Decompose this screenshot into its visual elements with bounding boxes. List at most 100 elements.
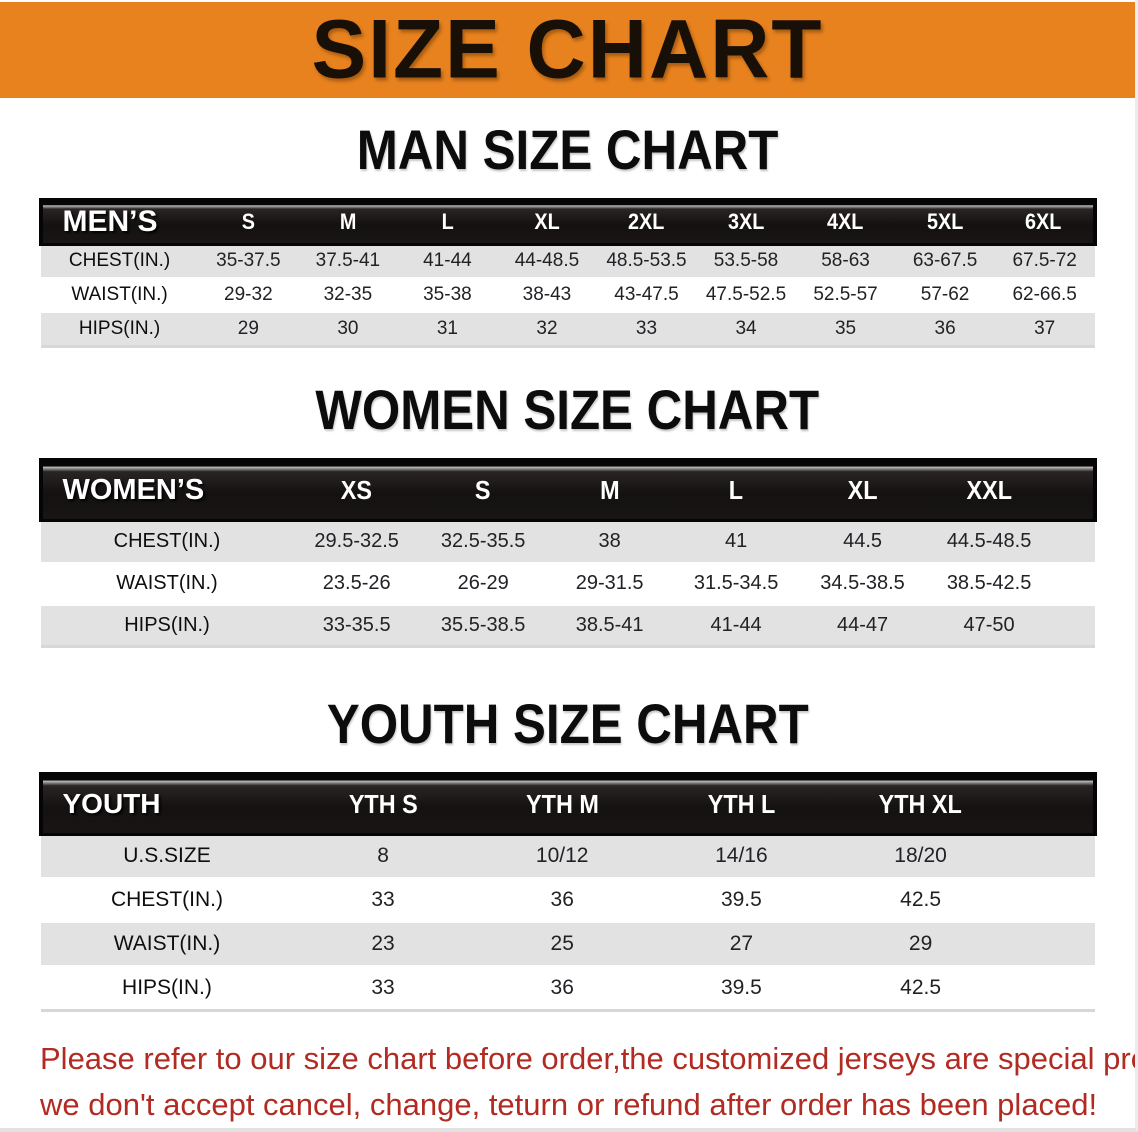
measurement-row: WAIST(IN.) 29-32 32-35 35-38 38-43 43-47.5 47.…: [40, 278, 1095, 313]
men-section-title: MAN SIZE CHART: [356, 118, 779, 181]
youth-size-table: YOUTH YTH S YTH M YTH L YTH XL U.S.SIZE 8 10/1…: [38, 772, 1097, 1012]
disclaimer: Please refer to our size chart before or…: [40, 1036, 1135, 1128]
size-value: 8: [293, 832, 473, 879]
size-value: 36: [472, 878, 652, 923]
size-value: 31: [397, 312, 498, 348]
spacer-cell: [1052, 519, 1095, 564]
size-value: 38-43: [497, 278, 597, 313]
men-size-table: MEN’S S M L XL 2XL 3XL 4XL 5XL 6XL CHEST(IN.) 35-3…: [38, 198, 1097, 348]
size-value: 14/16: [651, 832, 831, 879]
size-value: 35-38: [397, 278, 498, 313]
measurement-row: HIPS(IN.) 33-35.5 35.5-38.5 38.5-41 41-44 44-…: [40, 604, 1095, 648]
women-size-table: WOMEN’S XS S M L XL XXL CHEST(IN.) 29.5-32.5 32.…: [38, 457, 1097, 648]
size-column-header: 2XL: [596, 198, 697, 246]
row-label: CHEST(IN.): [40, 242, 199, 279]
size-value: 31.5-34.5: [672, 562, 800, 606]
row-label: HIPS(IN.): [40, 966, 294, 1012]
size-value: 44-48.5: [497, 242, 597, 279]
spacer-cell: [1052, 457, 1097, 522]
size-column-header: 4XL: [795, 198, 896, 246]
youth-size-section: YOUTH SIZE CHART YOUTH YTH S YTH M YTH L YTH…: [0, 692, 1135, 1012]
size-column-header: M: [546, 457, 673, 522]
size-value: 32-35: [298, 278, 398, 313]
size-value: 34.5-38.5: [799, 562, 926, 606]
youth-table-header-row: YOUTH YTH S YTH M YTH L YTH XL: [38, 772, 1097, 836]
spacer-cell: [1010, 922, 1095, 967]
size-value: 52.5-57: [795, 278, 896, 313]
size-value: 47.5-52.5: [696, 278, 796, 313]
disclaimer-line-1: Please refer to our size chart before or…: [40, 1040, 1138, 1076]
size-value: 41: [672, 519, 800, 564]
banner-title: SIZE CHART: [311, 3, 824, 96]
women-section-title: WOMEN SIZE CHART: [315, 377, 820, 441]
size-value: 33-35.5: [293, 604, 420, 648]
size-value: 10/12: [472, 832, 652, 879]
size-value: 38: [546, 519, 673, 564]
size-column-header: L: [397, 198, 498, 246]
size-column-header: YTH L: [651, 772, 831, 836]
table-corner-label: YOUTH: [38, 772, 294, 836]
size-value: 38.5-41: [546, 604, 673, 648]
size-value: 32: [497, 312, 597, 348]
size-column-header: XL: [497, 198, 597, 246]
size-column-header: M: [298, 198, 398, 246]
spacer-cell: [1052, 562, 1095, 606]
youth-section-title: YOUTH SIZE CHART: [326, 692, 809, 755]
size-value: 41-44: [672, 604, 800, 648]
measurement-row: HIPS(IN.) 29 30 31 32 33 34 35 36 37: [40, 312, 1095, 348]
size-column-header: YTH XL: [830, 772, 1011, 836]
measurement-row: CHEST(IN.) 35-37.5 37.5-41 41-44 44-48.5 48.5…: [40, 242, 1095, 279]
size-value: 62-66.5: [994, 278, 1095, 313]
size-value: 39.5: [651, 878, 831, 923]
size-value: 44-47: [799, 604, 926, 648]
men-section-heading: MAN SIZE CHART: [0, 118, 1135, 181]
size-value: 35.5-38.5: [419, 604, 547, 648]
size-value: 33: [293, 878, 473, 923]
size-value: 57-62: [895, 278, 995, 313]
spacer-cell: [1010, 772, 1097, 836]
measurement-row: WAIST(IN.) 23 25 27 29: [40, 922, 1095, 967]
banner: SIZE CHART: [0, 2, 1135, 98]
size-value: 43-47.5: [596, 278, 697, 313]
measurement-row: CHEST(IN.) 33 36 39.5 42.5: [40, 878, 1095, 923]
size-value: 29.5-32.5: [293, 519, 420, 564]
size-value: 37.5-41: [298, 242, 398, 279]
women-section-heading: WOMEN SIZE CHART: [0, 377, 1135, 441]
table-corner-label: WOMEN’S: [38, 457, 294, 522]
size-value: 39.5: [651, 966, 831, 1012]
size-value: 33: [293, 966, 473, 1012]
size-value: 30: [298, 312, 398, 348]
size-value: 38.5-42.5: [925, 562, 1053, 606]
row-label: HIPS(IN.): [40, 312, 199, 348]
size-column-header: 5XL: [895, 198, 995, 246]
size-value: 23.5-26: [293, 562, 420, 606]
spacer-cell: [1052, 604, 1095, 648]
size-column-header: 3XL: [696, 198, 796, 246]
spacer-cell: [1010, 966, 1095, 1012]
row-label: WAIST(IN.): [40, 922, 294, 967]
row-label: CHEST(IN.): [40, 519, 294, 564]
row-label: CHEST(IN.): [40, 878, 294, 923]
size-value: 29-31.5: [546, 562, 673, 606]
size-value: 26-29: [419, 562, 547, 606]
size-value: 34: [696, 312, 796, 348]
size-value: 27: [651, 922, 831, 967]
spacer-cell: [1010, 878, 1095, 923]
size-value: 47-50: [925, 604, 1053, 648]
size-value: 36: [895, 312, 995, 348]
size-value: 32.5-35.5: [419, 519, 547, 564]
measurement-row: HIPS(IN.) 33 36 39.5 42.5: [40, 966, 1095, 1012]
size-value: 29-32: [198, 278, 299, 313]
size-value: 29: [198, 312, 299, 348]
size-value: 36: [472, 966, 652, 1012]
size-value: 53.5-58: [696, 242, 796, 279]
size-value: 35-37.5: [198, 242, 299, 279]
size-value: 67.5-72: [994, 242, 1095, 279]
size-value: 25: [472, 922, 652, 967]
size-column-header: S: [198, 198, 299, 246]
size-column-header: XS: [293, 457, 420, 522]
size-value: 63-67.5: [895, 242, 995, 279]
size-value: 41-44: [397, 242, 498, 279]
size-column-header: XL: [799, 457, 926, 522]
